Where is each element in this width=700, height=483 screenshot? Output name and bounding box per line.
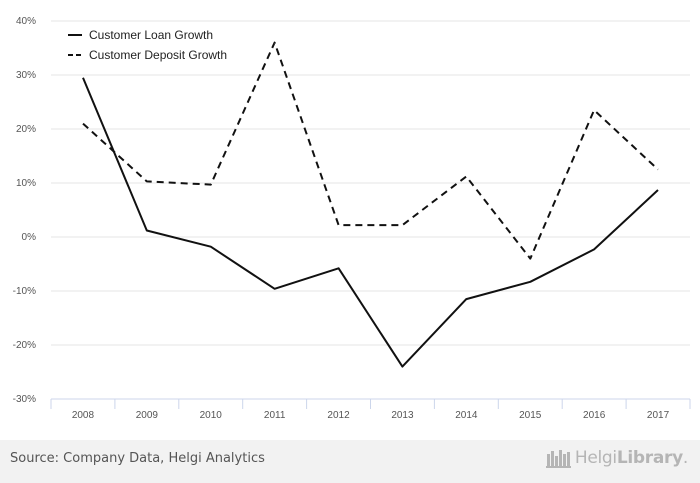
legend-label-deposit: Customer Deposit Growth	[89, 48, 227, 62]
data-point[interactable]	[590, 106, 598, 114]
data-point[interactable]	[398, 363, 406, 371]
data-point[interactable]	[654, 166, 662, 174]
data-point[interactable]	[462, 173, 470, 181]
data-point[interactable]	[143, 227, 151, 235]
y-tick-label: -10%	[13, 286, 36, 297]
legend-item-loan[interactable]: Customer Loan Growth	[68, 28, 213, 42]
data-point[interactable]	[335, 221, 343, 229]
y-tick-label: 20%	[16, 124, 36, 135]
data-point[interactable]	[207, 243, 215, 251]
data-point[interactable]	[79, 74, 87, 82]
source-note: Source: Company Data, Helgi Analytics	[10, 451, 265, 466]
legend-item-deposit[interactable]: Customer Deposit Growth	[68, 48, 227, 62]
x-tick-label: 2008	[72, 410, 95, 421]
x-tick-label: 2013	[391, 410, 414, 421]
data-point[interactable]	[207, 181, 215, 189]
y-axis: 40% 30% 20% 10% 0% -10% -20% -30%	[13, 16, 36, 405]
gridlines	[51, 20, 690, 346]
x-tick-label: 2012	[327, 410, 350, 421]
data-point[interactable]	[398, 221, 406, 229]
footer: Source: Company Data, Helgi Analytics He…	[0, 440, 700, 483]
library-books-icon	[545, 450, 571, 468]
data-point[interactable]	[590, 245, 598, 253]
data-point[interactable]	[526, 278, 534, 286]
y-tick-label: -30%	[13, 394, 36, 405]
x-tick-label: 2011	[264, 410, 286, 421]
data-point[interactable]	[79, 120, 87, 128]
data-point[interactable]	[271, 39, 279, 47]
x-tick-label: 2016	[583, 410, 606, 421]
y-tick-label: 40%	[16, 16, 36, 27]
y-tick-label: 10%	[16, 178, 36, 189]
data-point[interactable]	[271, 285, 279, 293]
legend: Customer Loan Growth Customer Deposit Gr…	[68, 28, 227, 62]
y-tick-label: 30%	[16, 70, 36, 81]
series-lines	[79, 39, 662, 371]
helgi-library-logo[interactable]: HelgiLibrary.	[545, 448, 688, 468]
brand-name: HelgiLibrary.	[574, 448, 688, 468]
data-point[interactable]	[526, 255, 534, 263]
x-tick-label: 2010	[200, 410, 223, 421]
x-tick-label: 2009	[136, 410, 159, 421]
data-point[interactable]	[462, 295, 470, 303]
y-tick-label: 0%	[22, 232, 37, 243]
x-tick-label: 2014	[455, 410, 478, 421]
y-tick-label: -20%	[13, 340, 36, 351]
x-tick-label: 2015	[519, 410, 542, 421]
x-axis: 2008 2009 2010 2011 2012 2013 2014 2015 2016 2017	[50, 398, 691, 421]
data-point[interactable]	[335, 264, 343, 272]
legend-label-loan: Customer Loan Growth	[89, 28, 213, 42]
x-tick-label: 2017	[647, 410, 670, 421]
series-line-loan[interactable]	[82, 77, 659, 368]
data-point[interactable]	[654, 186, 662, 194]
series-line-deposit[interactable]	[82, 41, 659, 260]
data-point[interactable]	[143, 177, 151, 185]
